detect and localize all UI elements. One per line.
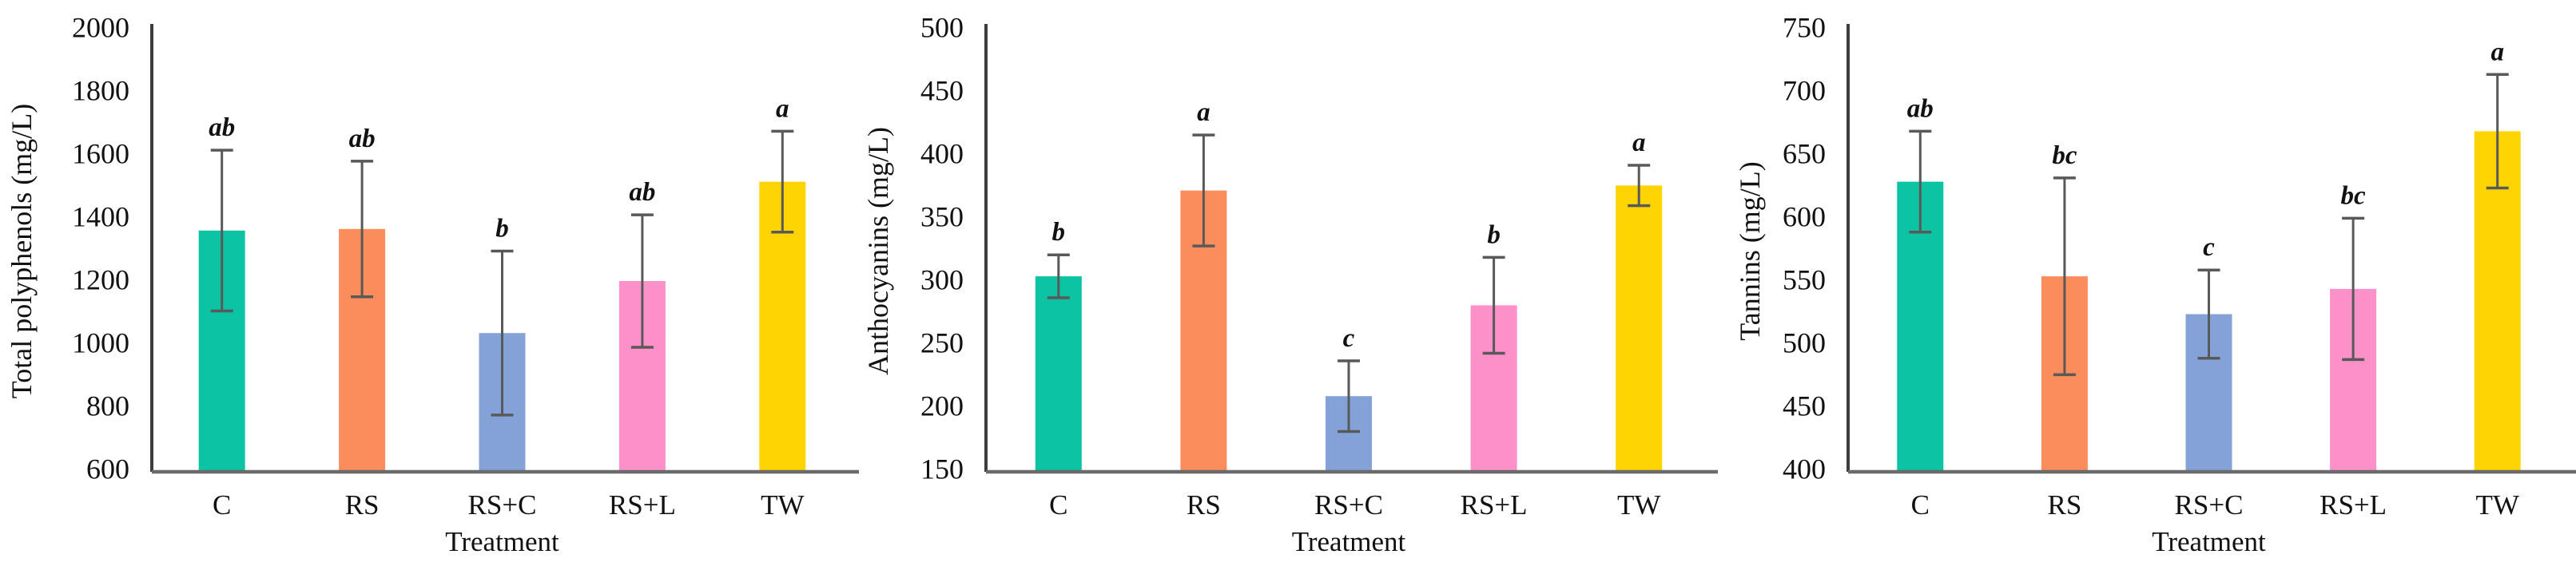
y-tick-label: 750 [1783,11,1826,43]
y-tick-label: 550 [1783,263,1826,295]
significance-letter: b [495,215,509,243]
anthocyanins-bar-chart: 150 200 250 300 350 400 450 500 Anthocyanins (mg… [859,0,1718,574]
x-tick-label: TW [761,489,804,521]
significance-letter: a [1632,129,1646,157]
y-axis-title: Tannins (mg/L) [1734,161,1766,340]
significance-letter: ab [1907,94,1934,123]
significance-letter: ab [349,125,376,153]
y-axis-title: Anthocyanins (mg/L) [862,127,894,375]
x-axis-title: Treatment [445,526,559,557]
significance-letter: bc [2341,181,2367,210]
y-tick-label: 250 [920,327,964,358]
y-tick-label: 1800 [72,74,129,106]
y-tick-label: 400 [920,137,964,169]
bar [1035,276,1082,472]
significance-letter: b [1052,218,1066,247]
y-tick-label: 350 [920,200,964,232]
y-tick-label: 400 [1783,453,1826,485]
y-tick-label: 150 [920,453,964,485]
x-tick-label: RS [345,489,380,521]
x-tick-label: TW [2475,489,2518,521]
x-tick-label: RS+L [2320,489,2387,521]
significance-letter: b [1487,220,1501,249]
significance-letter: c [2203,233,2215,262]
significance-letter: a [776,94,789,123]
y-tick-label: 450 [1783,390,1826,422]
significance-letter: a [2491,38,2504,66]
y-tick-label: 200 [920,390,964,422]
x-tick-label: C [1049,489,1067,521]
y-tick-label: 1200 [72,263,129,295]
x-tick-label: RS+C [2175,489,2244,521]
significance-letter: a [1197,98,1210,127]
x-tick-label: RS+C [1314,489,1383,521]
y-tick-label: 600 [86,453,129,485]
significance-letter: ab [629,178,655,207]
significance-letter: ab [209,113,235,142]
y-tick-label: 800 [86,390,129,422]
y-tick-label: 1000 [72,327,129,358]
x-tick-label: RS+C [468,489,537,521]
x-tick-label: TW [1617,489,1660,521]
x-tick-label: RS [1187,489,1221,521]
y-tick-label: 650 [1783,137,1826,169]
y-tick-label: 500 [1783,327,1826,358]
y-tick-label: 500 [920,11,964,43]
total-polyphenols-bar-chart: 600 800 1000 1200 1400 1600 1800 2000 Total poly… [0,0,859,574]
x-tick-label: RS [2047,489,2081,521]
significance-letter: bc [2052,141,2077,170]
y-axis-title: Total polyphenols (mg/L) [6,104,38,398]
bar [1616,185,1663,472]
x-axis-title: Treatment [2152,526,2266,557]
x-tick-label: C [1911,489,1930,521]
chart-anthocyanins: 150 200 250 300 350 400 450 500 Anthocyanins (mg… [859,0,1718,574]
y-tick-label: 700 [1783,74,1826,106]
y-tick-label: 450 [920,74,964,106]
y-tick-label: 1600 [72,137,129,169]
significance-letter: c [1343,324,1355,353]
x-tick-label: C [213,489,231,521]
y-tick-label: 1400 [72,200,129,232]
y-tick-label: 600 [1783,200,1826,232]
chart-total-polyphenols: 600 800 1000 1200 1400 1600 1800 2000 Total poly… [0,0,859,574]
x-tick-label: RS+L [1461,489,1528,521]
y-tick-label: 2000 [72,11,129,43]
chart-tannins: 400 450 500 550 600 650 700 750 Tannins (mg/L) ab… [1718,0,2576,574]
x-axis-title: Treatment [1292,526,1406,557]
y-tick-label: 300 [920,263,964,295]
x-tick-label: RS+L [609,489,676,521]
